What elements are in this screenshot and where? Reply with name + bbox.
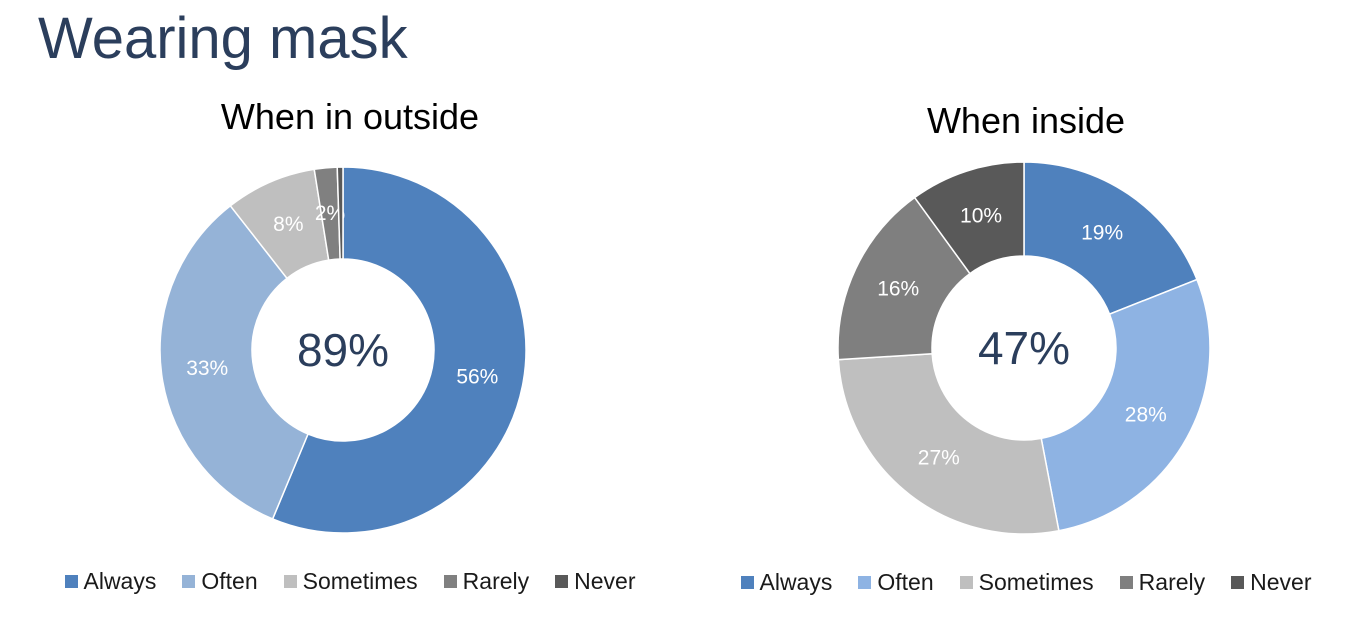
legend-swatch: [959, 576, 973, 589]
donut-slice-sometimes: [837, 352, 1060, 535]
legend-item-often: Often: [182, 568, 258, 595]
slice-label-always: 56%: [456, 365, 498, 388]
donut-slice-always: [271, 166, 527, 534]
legend-item-sometimes: Sometimes: [283, 568, 418, 595]
legend-label: Always: [759, 569, 833, 595]
slice-label-often: 28%: [1125, 403, 1167, 426]
slice-label-always: 19%: [1081, 222, 1123, 245]
slice-label-rarely: 16%: [877, 277, 919, 300]
legend-inside: Always Often Sometimes Rarely Never: [706, 569, 1346, 596]
legend-label: Often: [877, 569, 934, 595]
legend-swatch: [283, 575, 297, 588]
legend-item-always: Always: [740, 569, 833, 596]
legend-swatch: [740, 576, 754, 589]
legend-label: Rarely: [462, 568, 530, 594]
legend-swatch: [858, 576, 872, 589]
legend-swatch: [1231, 576, 1245, 589]
page-title: Wearing mask: [38, 6, 408, 71]
center-label: 89%: [297, 324, 389, 376]
donut-slice-rarely: [837, 196, 971, 361]
slice-label-sometimes: 27%: [918, 446, 960, 469]
legend-swatch: [555, 575, 569, 588]
legend-swatch: [182, 575, 196, 588]
legend-label: Always: [83, 568, 157, 594]
legend-label: Sometimes: [302, 568, 418, 594]
donut-slice-often: [159, 204, 309, 520]
slice-label-sometimes: 8%: [273, 213, 303, 236]
donut-slice-always: [1023, 161, 1198, 316]
legend-item-sometimes: Sometimes: [959, 569, 1094, 596]
legend-label: Often: [201, 568, 258, 594]
legend-swatch: [443, 575, 457, 588]
donut-chart-inside: 19% 28% 27% 16% 10% 47%: [837, 161, 1211, 535]
legend-item-rarely: Rarely: [1119, 569, 1206, 596]
legend-item-never: Never: [1231, 569, 1312, 596]
donut-slice-never: [336, 166, 344, 260]
donut-slice-often: [1040, 278, 1211, 532]
legend-outside: Always Often Sometimes Rarely Never: [30, 568, 670, 595]
legend-label: Rarely: [1138, 569, 1206, 595]
slice-label-rarely: 2%: [315, 202, 345, 225]
chart-outside: When in outside 56% 33% 8% 2% 89% Always Ofte…: [30, 0, 670, 630]
slice-label-often: 33%: [186, 357, 228, 380]
slice-label-never: 10%: [960, 204, 1002, 227]
legend-item-often: Often: [858, 569, 934, 596]
legend-item-rarely: Rarely: [443, 568, 530, 595]
legend-item-never: Never: [555, 568, 636, 595]
legend-swatch: [1119, 576, 1133, 589]
legend-item-always: Always: [64, 568, 157, 595]
legend-label: Never: [1250, 569, 1312, 595]
legend-label: Never: [574, 568, 636, 594]
center-label: 47%: [978, 322, 1070, 374]
donut-slice-never: [913, 161, 1025, 275]
chart-title: When inside: [926, 100, 1126, 141]
legend-swatch: [64, 575, 78, 588]
donut-chart-outside: 56% 33% 8% 2% 89%: [159, 166, 527, 534]
legend-label: Sometimes: [978, 569, 1094, 595]
chart-title: When in outside: [220, 96, 480, 137]
chart-inside: When inside 19% 28% 27% 16% 10% 47% Always Oft…: [706, 0, 1346, 630]
